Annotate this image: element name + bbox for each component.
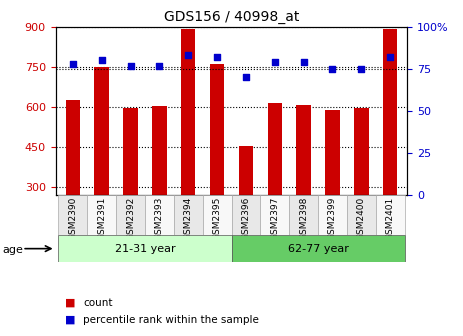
- Bar: [66, 100, 80, 195]
- Bar: [181, 29, 195, 195]
- FancyBboxPatch shape: [116, 195, 145, 235]
- Bar: [296, 105, 311, 195]
- Point: [156, 63, 163, 68]
- Bar: [210, 64, 224, 195]
- Point: [69, 61, 76, 67]
- Point: [271, 59, 278, 65]
- Bar: [94, 67, 109, 195]
- FancyBboxPatch shape: [232, 195, 260, 235]
- Text: GSM2396: GSM2396: [241, 197, 250, 240]
- Bar: [354, 108, 369, 195]
- Point: [387, 54, 394, 60]
- Bar: [383, 29, 397, 195]
- Text: percentile rank within the sample: percentile rank within the sample: [83, 314, 259, 325]
- FancyBboxPatch shape: [145, 195, 174, 235]
- Text: GSM2399: GSM2399: [328, 197, 337, 240]
- Text: ■: ■: [65, 314, 75, 325]
- Text: GSM2395: GSM2395: [213, 197, 222, 240]
- Text: GSM2392: GSM2392: [126, 197, 135, 240]
- Title: GDS156 / 40998_at: GDS156 / 40998_at: [164, 10, 299, 25]
- FancyBboxPatch shape: [58, 195, 88, 235]
- Text: GSM2400: GSM2400: [357, 197, 366, 240]
- Text: GSM2390: GSM2390: [69, 197, 77, 240]
- Point: [357, 66, 365, 72]
- Point: [329, 66, 336, 72]
- Text: count: count: [83, 298, 113, 308]
- Point: [300, 59, 307, 65]
- Bar: [123, 108, 138, 195]
- Point: [127, 63, 134, 68]
- Text: ■: ■: [65, 298, 75, 308]
- FancyBboxPatch shape: [88, 195, 116, 235]
- Point: [242, 75, 250, 80]
- Text: GSM2394: GSM2394: [184, 197, 193, 240]
- Point: [98, 58, 106, 63]
- FancyBboxPatch shape: [289, 195, 318, 235]
- Bar: [152, 106, 167, 195]
- FancyBboxPatch shape: [58, 235, 232, 262]
- FancyBboxPatch shape: [174, 195, 203, 235]
- Text: age: age: [2, 245, 23, 255]
- FancyBboxPatch shape: [347, 195, 375, 235]
- Text: 62-77 year: 62-77 year: [288, 244, 349, 254]
- Text: GSM2397: GSM2397: [270, 197, 279, 240]
- FancyBboxPatch shape: [203, 195, 232, 235]
- FancyBboxPatch shape: [260, 195, 289, 235]
- Bar: [239, 146, 253, 195]
- Text: 21-31 year: 21-31 year: [115, 244, 175, 254]
- Point: [213, 54, 221, 60]
- Text: GSM2398: GSM2398: [299, 197, 308, 240]
- Text: GSM2393: GSM2393: [155, 197, 164, 240]
- Text: GSM2391: GSM2391: [97, 197, 106, 240]
- FancyBboxPatch shape: [232, 235, 405, 262]
- FancyBboxPatch shape: [318, 195, 347, 235]
- FancyBboxPatch shape: [375, 195, 405, 235]
- Bar: [268, 103, 282, 195]
- Bar: [325, 110, 340, 195]
- Point: [185, 53, 192, 58]
- Text: GSM2401: GSM2401: [386, 197, 394, 240]
